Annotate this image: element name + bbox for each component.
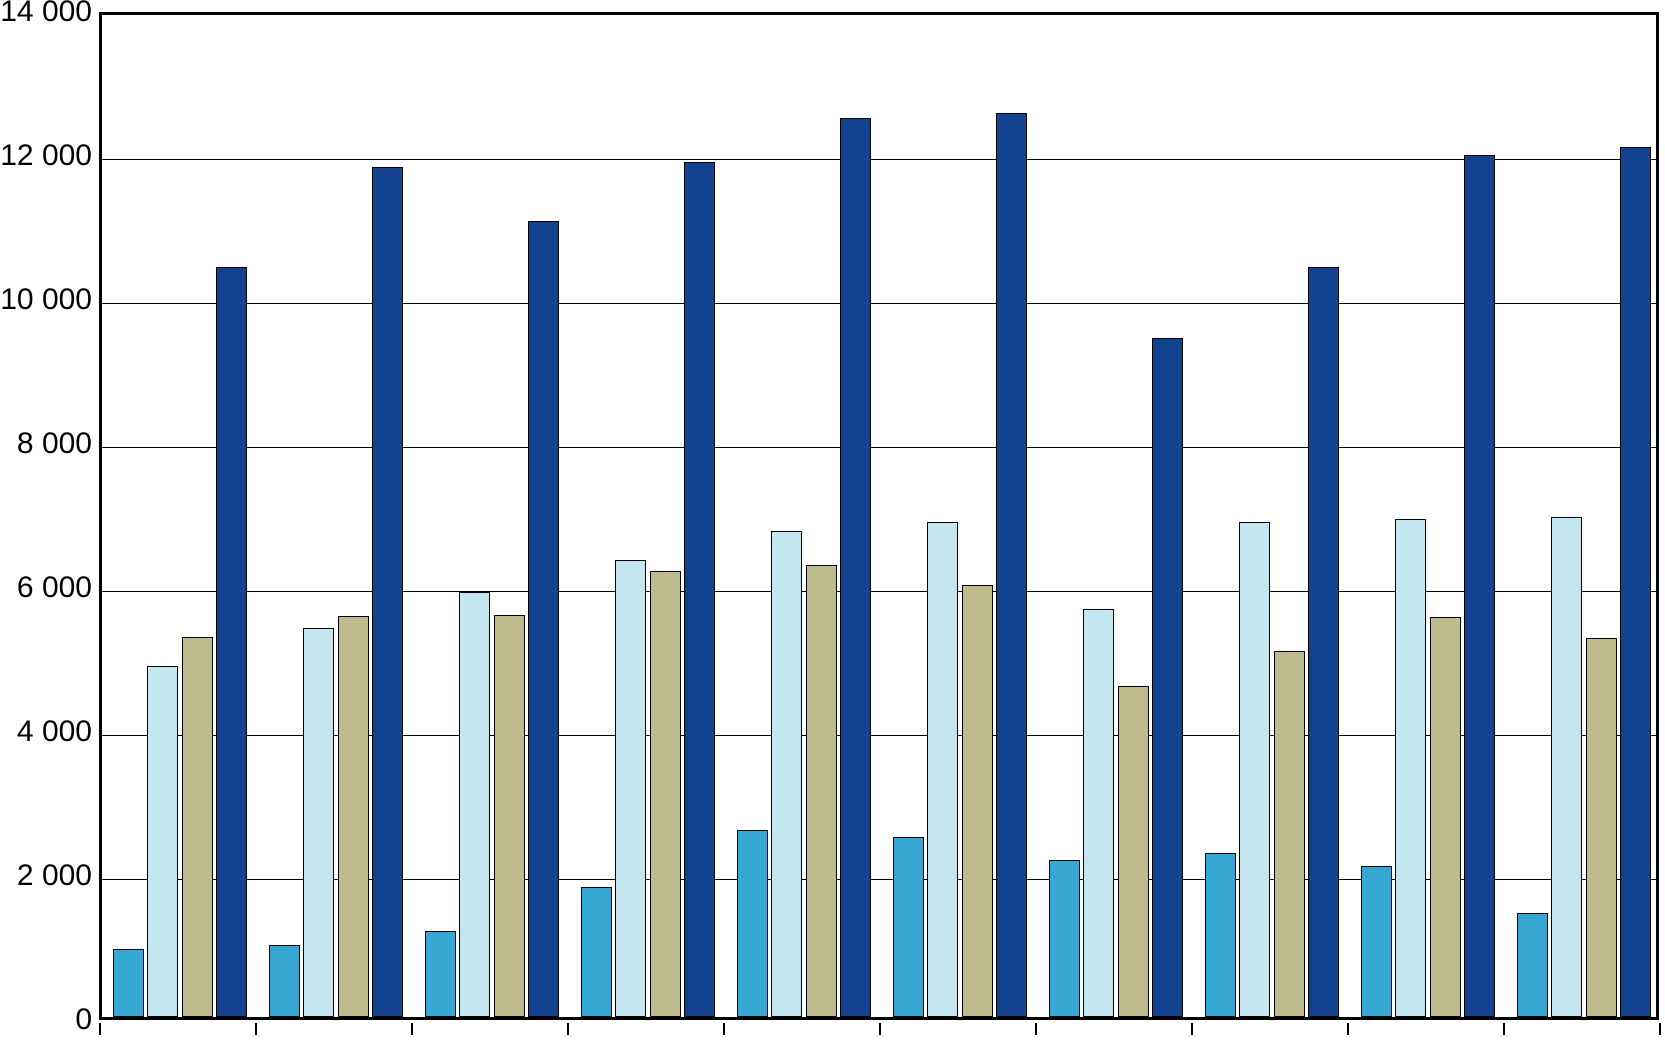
bar-series-a	[1049, 860, 1080, 1017]
bar-series-a	[581, 887, 612, 1017]
x-tick	[1659, 1023, 1661, 1035]
bar-series-b	[1395, 519, 1426, 1017]
x-tick	[1503, 1023, 1505, 1035]
bar-series-c	[806, 565, 837, 1017]
bar-series-b	[615, 560, 646, 1017]
bar-series-a	[1205, 853, 1236, 1017]
y-tick-label: 6 000	[0, 571, 92, 605]
bar-series-c	[1118, 686, 1149, 1017]
y-tick-label: 8 000	[0, 427, 92, 461]
x-tick	[879, 1023, 881, 1035]
bar-series-a	[1517, 913, 1548, 1017]
bar-series-d	[216, 267, 247, 1017]
bar-series-c	[1586, 638, 1617, 1017]
bar-series-c	[182, 637, 213, 1017]
gridline	[102, 303, 1656, 304]
bar-series-d	[528, 221, 559, 1017]
bar-series-b	[1083, 609, 1114, 1017]
bar-series-d	[1308, 267, 1339, 1017]
bar-series-c	[962, 585, 993, 1017]
bar-series-a	[269, 945, 300, 1017]
bar-series-c	[338, 616, 369, 1017]
x-tick	[1347, 1023, 1349, 1035]
bar-series-b	[303, 628, 334, 1017]
bar-series-d	[996, 113, 1027, 1017]
bar-series-d	[840, 118, 871, 1017]
bar-series-c	[650, 571, 681, 1017]
bar-series-b	[147, 666, 178, 1017]
bar-series-d	[1152, 338, 1183, 1017]
bar-series-a	[1361, 866, 1392, 1017]
bar-series-a	[113, 949, 144, 1017]
y-tick-label: 4 000	[0, 715, 92, 749]
bar-series-a	[425, 931, 456, 1017]
bar-chart: 0 2 000 4 000 6 000 8 000 10 000 12 000 14 000	[0, 0, 1665, 1052]
bar-series-c	[1430, 617, 1461, 1017]
gridline	[102, 447, 1656, 448]
bar-series-a	[893, 837, 924, 1017]
plot-area	[99, 12, 1659, 1020]
x-tick	[1035, 1023, 1037, 1035]
x-tick	[567, 1023, 569, 1035]
x-tick	[255, 1023, 257, 1035]
bar-series-d	[684, 162, 715, 1017]
bar-series-d	[1464, 155, 1495, 1017]
bar-series-b	[771, 531, 802, 1017]
bar-series-b	[1239, 522, 1270, 1017]
x-tick	[1191, 1023, 1193, 1035]
bar-series-c	[1274, 651, 1305, 1017]
y-tick-label: 14 000	[0, 0, 92, 29]
bar-series-b	[1551, 517, 1582, 1017]
y-tick-label: 10 000	[0, 283, 92, 317]
x-tick	[723, 1023, 725, 1035]
y-tick-label: 12 000	[0, 139, 92, 173]
bar-series-d	[372, 167, 403, 1017]
bar-series-b	[927, 522, 958, 1017]
bar-series-a	[737, 830, 768, 1017]
x-tick	[99, 1023, 101, 1035]
gridline	[102, 159, 1656, 160]
x-tick	[411, 1023, 413, 1035]
bar-series-c	[494, 615, 525, 1017]
bar-series-b	[459, 592, 490, 1017]
y-tick-label: 2 000	[0, 859, 92, 893]
y-tick-label: 0	[0, 1003, 92, 1037]
bar-series-d	[1620, 147, 1651, 1017]
